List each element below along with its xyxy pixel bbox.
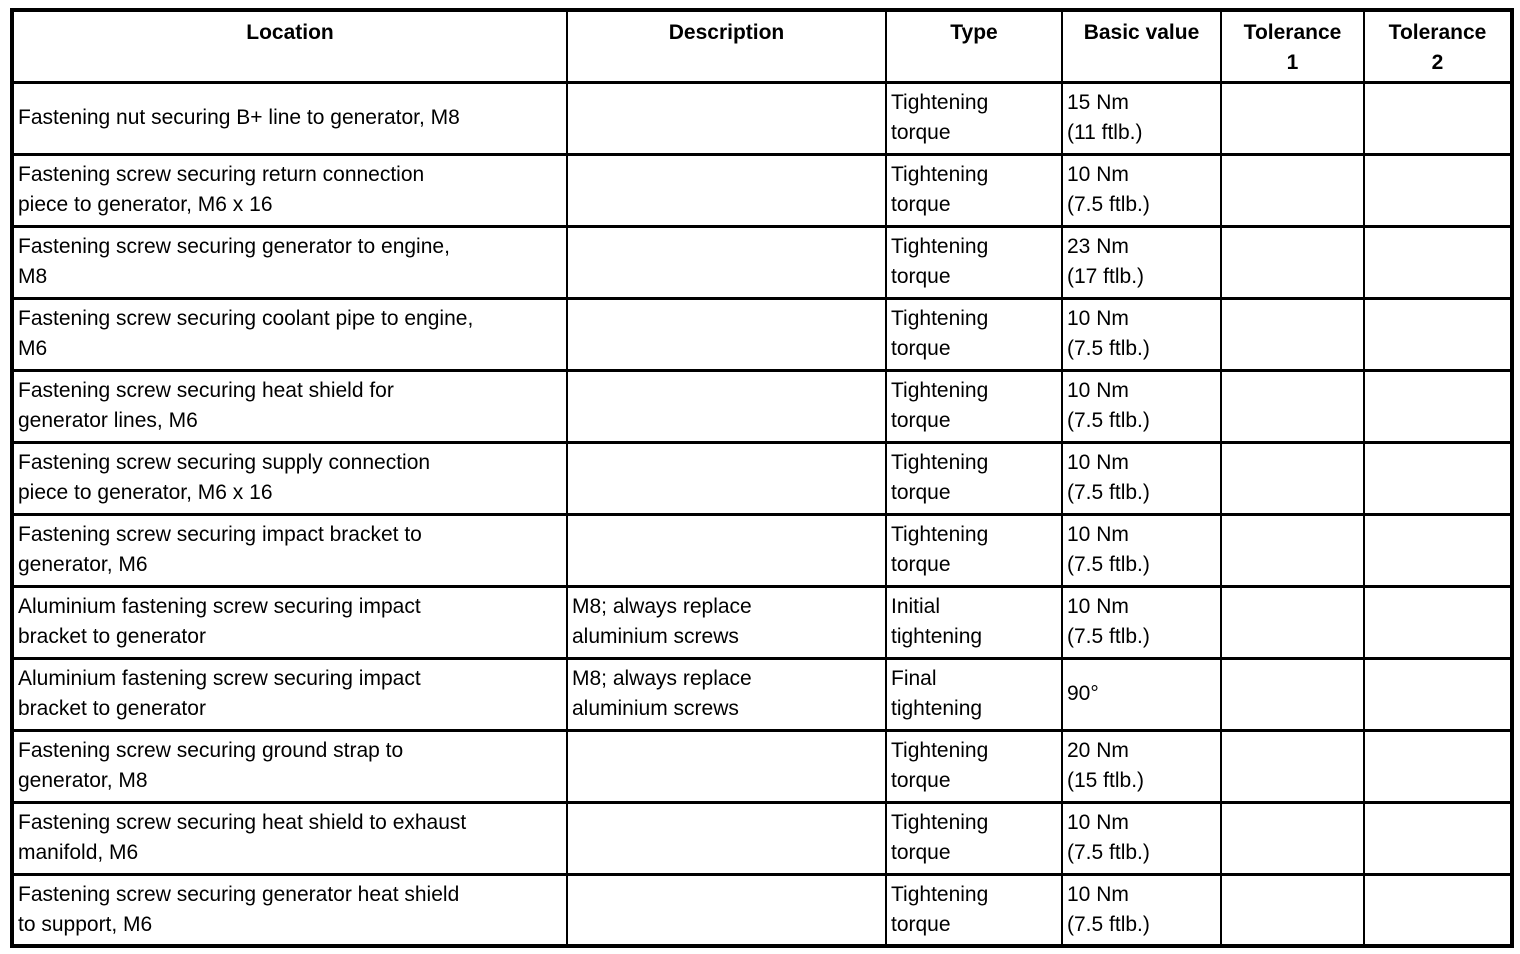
table-row: Aluminium fastening screw securing impac… — [11, 656, 1513, 732]
table-row: Fastening screw securing coolant pipe to… — [11, 296, 1513, 372]
cell-basic-value: 10 Nm (7.5 ftlb.) — [1061, 584, 1222, 660]
table-row: Fastening screw securing impact bracket … — [11, 512, 1513, 588]
cell-location: Fastening screw securing ground strap to… — [11, 728, 568, 804]
cell-basic-value: 10 Nm (7.5 ftlb.) — [1061, 152, 1222, 228]
cell-type: Tightening torque — [885, 440, 1063, 516]
column-header-type: Type — [885, 8, 1063, 84]
cell-type: Tightening torque — [885, 368, 1063, 444]
table-row: Fastening nut securing B+ line to genera… — [11, 80, 1513, 156]
cell-tolerance-2 — [1363, 872, 1513, 948]
cell-type: Final tightening — [885, 656, 1063, 732]
table-row: Fastening screw securing ground strap to… — [11, 728, 1513, 804]
table-row: Fastening screw securing generator to en… — [11, 224, 1513, 300]
cell-description — [566, 296, 887, 372]
cell-tolerance-2 — [1363, 440, 1513, 516]
table-row: Fastening screw securing heat shield to … — [11, 800, 1513, 876]
cell-tolerance-2 — [1363, 800, 1513, 876]
cell-location: Aluminium fastening screw securing impac… — [11, 656, 568, 732]
cell-tolerance-1 — [1220, 800, 1365, 876]
cell-tolerance-2 — [1363, 152, 1513, 228]
cell-description — [566, 152, 887, 228]
cell-description — [566, 728, 887, 804]
table-row: Fastening screw securing return connecti… — [11, 152, 1513, 228]
cell-location: Fastening screw securing supply connecti… — [11, 440, 568, 516]
cell-location: Fastening nut securing B+ line to genera… — [11, 80, 568, 156]
cell-location: Aluminium fastening screw securing impac… — [11, 584, 568, 660]
cell-basic-value: 10 Nm (7.5 ftlb.) — [1061, 872, 1222, 948]
cell-tolerance-1 — [1220, 872, 1365, 948]
cell-tolerance-2 — [1363, 296, 1513, 372]
cell-basic-value: 23 Nm (17 ftlb.) — [1061, 224, 1222, 300]
cell-type: Tightening torque — [885, 512, 1063, 588]
cell-tolerance-2 — [1363, 512, 1513, 588]
cell-tolerance-1 — [1220, 296, 1365, 372]
cell-type: Initial tightening — [885, 584, 1063, 660]
cell-description — [566, 440, 887, 516]
cell-basic-value: 10 Nm (7.5 ftlb.) — [1061, 296, 1222, 372]
cell-tolerance-2 — [1363, 368, 1513, 444]
cell-basic-value: 20 Nm (15 ftlb.) — [1061, 728, 1222, 804]
cell-tolerance-1 — [1220, 728, 1365, 804]
cell-tolerance-1 — [1220, 512, 1365, 588]
cell-tolerance-1 — [1220, 584, 1365, 660]
cell-location: Fastening screw securing generator to en… — [11, 224, 568, 300]
cell-location: Fastening screw securing heat shield to … — [11, 800, 568, 876]
cell-tolerance-2 — [1363, 224, 1513, 300]
cell-description — [566, 872, 887, 948]
column-header-location: Location — [11, 8, 568, 84]
cell-location: Fastening screw securing generator heat … — [11, 872, 568, 948]
cell-description — [566, 512, 887, 588]
cell-basic-value: 10 Nm (7.5 ftlb.) — [1061, 368, 1222, 444]
cell-tolerance-1 — [1220, 80, 1365, 156]
cell-basic-value: 10 Nm (7.5 ftlb.) — [1061, 800, 1222, 876]
cell-description: M8; always replace aluminium screws — [566, 656, 887, 732]
cell-type: Tightening torque — [885, 872, 1063, 948]
cell-description — [566, 800, 887, 876]
cell-tolerance-1 — [1220, 368, 1365, 444]
cell-tolerance-1 — [1220, 656, 1365, 732]
cell-location: Fastening screw securing return connecti… — [11, 152, 568, 228]
table-row: Fastening screw securing heat shield for… — [11, 368, 1513, 444]
cell-description — [566, 80, 887, 156]
cell-basic-value: 15 Nm (11 ftlb.) — [1061, 80, 1222, 156]
table-body: Fastening nut securing B+ line to genera… — [11, 80, 1513, 948]
column-header-tolerance-2: Tolerance 2 — [1363, 8, 1513, 84]
cell-type: Tightening torque — [885, 800, 1063, 876]
cell-tolerance-2 — [1363, 80, 1513, 156]
header-row: Location Description Type Basic value To… — [11, 8, 1513, 84]
cell-tolerance-1 — [1220, 224, 1365, 300]
column-header-tolerance-1: Tolerance 1 — [1220, 8, 1365, 84]
table-row: Fastening screw securing supply connecti… — [11, 440, 1513, 516]
cell-type: Tightening torque — [885, 296, 1063, 372]
cell-location: Fastening screw securing impact bracket … — [11, 512, 568, 588]
cell-description — [566, 368, 887, 444]
table-row: Fastening screw securing generator heat … — [11, 872, 1513, 948]
cell-location: Fastening screw securing heat shield for… — [11, 368, 568, 444]
cell-basic-value: 10 Nm (7.5 ftlb.) — [1061, 512, 1222, 588]
cell-basic-value: 90° — [1061, 656, 1222, 732]
cell-tolerance-2 — [1363, 728, 1513, 804]
cell-type: Tightening torque — [885, 152, 1063, 228]
cell-tolerance-1 — [1220, 152, 1365, 228]
column-header-description: Description — [566, 8, 887, 84]
cell-type: Tightening torque — [885, 80, 1063, 156]
cell-type: Tightening torque — [885, 728, 1063, 804]
cell-location: Fastening screw securing coolant pipe to… — [11, 296, 568, 372]
cell-description: M8; always replace aluminium screws — [566, 584, 887, 660]
column-header-basic-value: Basic value — [1061, 8, 1222, 84]
cell-description — [566, 224, 887, 300]
torque-spec-table: Location Description Type Basic value To… — [10, 8, 1514, 948]
table-row: Aluminium fastening screw securing impac… — [11, 584, 1513, 660]
cell-tolerance-1 — [1220, 440, 1365, 516]
table-header: Location Description Type Basic value To… — [11, 8, 1513, 84]
cell-tolerance-2 — [1363, 656, 1513, 732]
cell-type: Tightening torque — [885, 224, 1063, 300]
cell-basic-value: 10 Nm (7.5 ftlb.) — [1061, 440, 1222, 516]
cell-tolerance-2 — [1363, 584, 1513, 660]
